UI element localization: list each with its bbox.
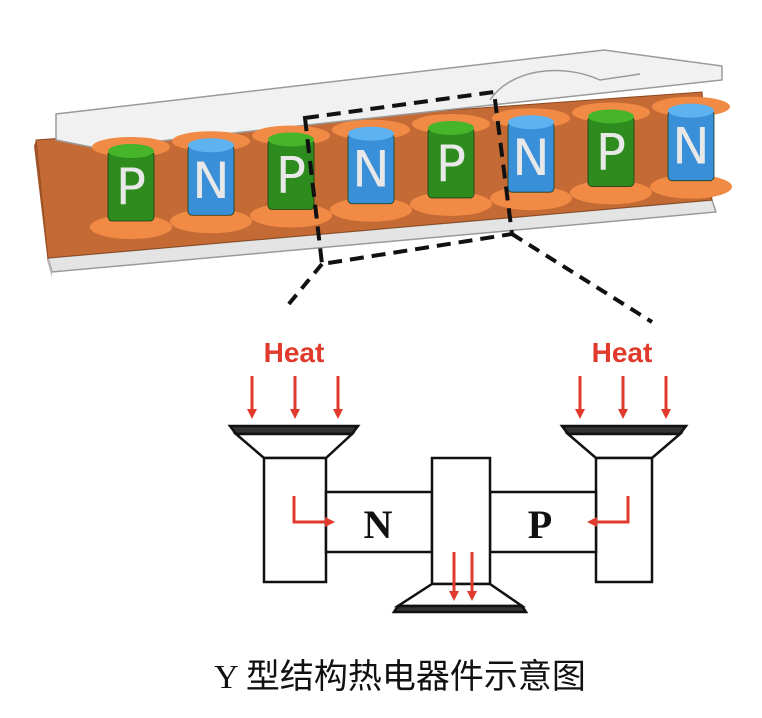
bottom-funnel: [393, 582, 527, 608]
module-leg-5: P: [410, 113, 492, 216]
leg-cap: [268, 132, 314, 147]
p-leg: [488, 490, 598, 554]
leg-cap: [588, 109, 634, 124]
module-leg-6: N: [490, 108, 572, 211]
module-leg-4: N: [330, 119, 412, 222]
zoom-line-left: [286, 262, 324, 307]
right-column: [594, 456, 654, 584]
zoom-line-right: [510, 232, 654, 324]
heat-flow-arrows: [292, 496, 630, 601]
module-leg-2: N: [170, 131, 252, 234]
leg-letter: P: [436, 135, 466, 193]
flow-arrow-left: [292, 496, 335, 527]
n-label: N: [364, 502, 393, 547]
heat-arrows-right: [575, 376, 671, 419]
center-column: [430, 456, 492, 586]
leg-cap: [108, 144, 154, 158]
top-plate: [55, 49, 723, 149]
leg-letter: P: [116, 158, 146, 216]
module-leg-3: P: [250, 125, 332, 228]
y-structure-detail: [227, 424, 689, 614]
leg-cap: [428, 120, 474, 135]
n-leg: [324, 490, 434, 554]
heat-arrows-left: [247, 376, 343, 419]
leg-cap: [188, 138, 234, 153]
heat-label-right: Heat: [592, 337, 653, 368]
leg-letter: N: [352, 141, 389, 199]
heat-label-left: Heat: [264, 337, 325, 368]
leg-letter: N: [192, 152, 229, 210]
right-funnel: [564, 432, 684, 460]
bottom-cold-plate: [391, 604, 529, 614]
leg-letter: P: [276, 146, 306, 204]
leg-cap: [348, 126, 394, 141]
leg-letter: N: [672, 118, 709, 176]
module-leg-7: P: [570, 102, 652, 205]
leg-cap: [508, 115, 554, 130]
module-leg-1: P: [90, 137, 172, 239]
flow-arrow-right: [587, 496, 630, 527]
module-leg-8: N: [650, 96, 732, 199]
figure-caption: Y 型结构热电器件示意图: [214, 658, 586, 696]
leg-cap: [668, 103, 714, 118]
leg-letter: N: [512, 129, 549, 187]
p-label: P: [528, 502, 552, 547]
leg-letter: P: [596, 123, 626, 181]
left-funnel: [232, 432, 356, 460]
